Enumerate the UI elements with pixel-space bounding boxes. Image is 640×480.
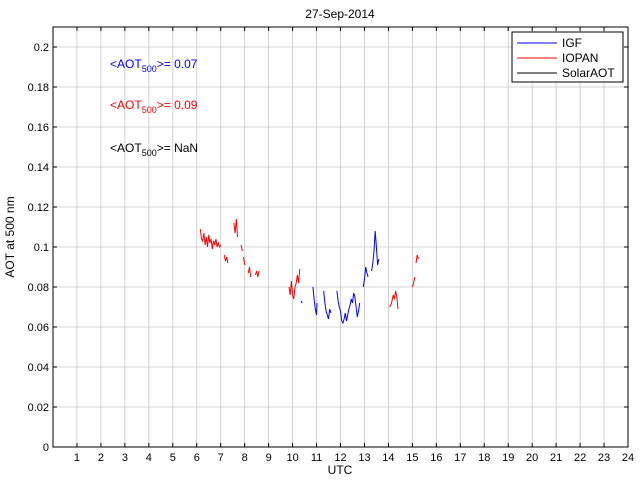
x-tick-label: 22 [574,452,586,464]
annotation-value: >= 0.07 [157,57,198,71]
mean-aot-annotations: <AOT500>= 0.07<AOT500>= 0.09<AOT500>= Na… [110,57,198,158]
y-tick-label: 0.1 [34,242,49,254]
y-tick-label: 0.04 [28,362,49,374]
x-tick-label: 21 [550,452,562,464]
annotation-subscript: 500 [142,148,157,158]
x-tick-label: 10 [286,452,298,464]
x-tick-label: 3 [122,452,128,464]
x-tick-label: 6 [194,452,200,464]
series-igf-line [336,290,361,325]
x-tick-label: 7 [218,452,224,464]
legend-box [511,31,624,83]
series-igf-line [300,300,303,304]
mean-aot-annotation: <AOT500>= NaN [110,141,198,158]
x-axis-label: UTC [328,463,353,477]
x-tick-label: 17 [454,452,466,464]
x-tick-label: 16 [430,452,442,464]
series-iopan-line [254,270,260,278]
annotation-prefix: <AOT [110,57,142,71]
chart-title: 27-Sep-2014 [305,7,375,21]
series-igf-line [371,230,380,272]
x-tick-label: 11 [311,452,322,464]
legend-label-igf: IGF [562,36,582,50]
series-igf-line [362,266,369,288]
x-tick-label: 8 [242,452,248,464]
x-tick-label: 12 [334,452,346,464]
series-iopan-line [199,228,222,250]
x-tick-label: 4 [146,452,152,464]
x-tick-label: 18 [478,452,490,464]
y-tick-label: 0.12 [28,202,49,214]
x-tick-label: 23 [598,452,610,464]
annotation-prefix: <AOT [110,141,142,155]
axis-tick-labels: 1 2 3 4 5 6 7 8 9 10 11 12 13 14 15 16 17 18 19 20 21 22 23 240… [28,42,635,464]
x-tick-label: 9 [266,452,272,464]
y-tick-label: 0.16 [28,122,49,134]
mean-aot-annotation: <AOT500>= 0.07 [110,57,198,74]
x-tick-label: 2 [98,452,104,464]
y-tick-label: 0.14 [28,162,49,174]
y-tick-label: 0.06 [28,322,49,334]
series-layer [199,218,419,325]
x-tick-label: 5 [170,452,176,464]
x-tick-label: 14 [382,452,394,464]
y-axis-label: AOT at 500 nm [3,196,17,277]
axis-ticks [53,27,629,448]
legend-label-iopan: IOPAN [562,51,598,65]
series-iopan-line [415,254,419,264]
x-tick-label: 19 [502,452,514,464]
annotation-subscript: 500 [142,64,157,74]
y-tick-label: 0.08 [28,282,49,294]
legend-label-solaraot: SolarAOT [562,66,615,80]
y-tick-label: 0.2 [34,42,49,54]
x-tick-label: 13 [358,452,370,464]
annotation-value: >= 0.09 [157,98,198,112]
mean-aot-annotation: <AOT500>= 0.09 [110,98,198,115]
y-tick-label: 0.18 [28,82,49,94]
series-igf-line [312,286,318,316]
x-tick-label: 15 [406,452,418,464]
annotation-value: >= NaN [157,141,198,155]
series-iopan-line [247,266,252,278]
series-iopan-line [411,276,416,288]
series-iopan-line [389,290,399,310]
x-tick-label: 24 [622,452,634,464]
y-tick-label: 0 [43,442,49,454]
series-iopan-line [240,244,243,252]
x-tick-label: 1 [74,452,80,464]
series-iopan-line [223,254,229,264]
series-igf-line [323,290,332,320]
annotation-prefix: <AOT [110,98,142,112]
x-tick-label: 20 [526,452,538,464]
series-iopan-line [288,268,301,300]
series-iopan-line [233,218,238,238]
y-tick-label: 0.02 [28,402,49,414]
annotation-subscript: 500 [142,105,157,115]
series-iopan-line [243,256,246,266]
